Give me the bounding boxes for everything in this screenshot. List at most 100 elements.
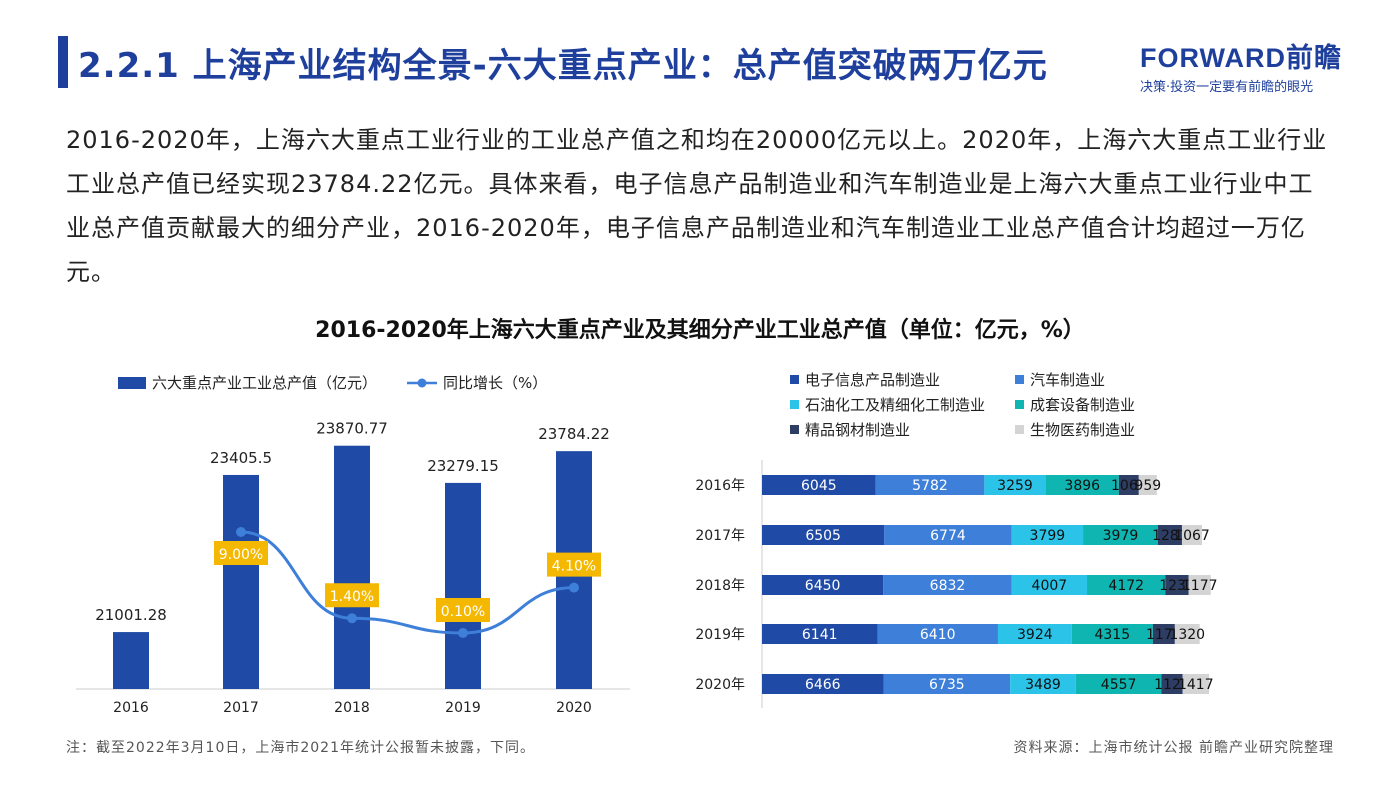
legend-item-0: 电子信息产品制造业 [790, 369, 1015, 390]
intro-paragraph: 2016-2020年，上海六大重点工业行业的工业总产值之和均在20000亿元以上… [66, 126, 1328, 286]
segment-value-label: 6774 [930, 528, 966, 544]
segment-value-label: 1120 [1154, 677, 1190, 693]
stack-segment [762, 674, 884, 694]
stack-segment [762, 575, 884, 595]
legend-label: 生物医药制造业 [1030, 421, 1136, 439]
legend-swatch [790, 425, 799, 434]
stack-segment [997, 624, 1072, 644]
stack-segment [1011, 575, 1088, 595]
legend-label-total: 六大重点产业工业总产值（亿元） [152, 374, 378, 392]
segment-value-label: 3489 [1025, 677, 1061, 693]
growth-point [347, 613, 357, 624]
legend-item-total: 六大重点产业工业总产值（亿元） [118, 372, 377, 393]
y-tick-label: 2017年 [695, 528, 745, 544]
segment-value-label: 6045 [801, 478, 837, 494]
segment-value-label: 5782 [912, 478, 948, 494]
legend-item-2: 石油化工及精细化工制造业 [790, 394, 1015, 415]
segment-value-label: 959 [1134, 478, 1161, 494]
y-tick-label: 2019年 [695, 627, 745, 643]
stack-segment [883, 575, 1012, 595]
legend-swatch [790, 375, 799, 384]
segment-value-label: 4172 [1108, 578, 1144, 594]
segment-value-label: 6466 [805, 677, 841, 693]
stack-segment [1118, 475, 1139, 495]
growth-value-label: 0.10% [441, 604, 485, 620]
segment-value-label: 3799 [1030, 528, 1066, 544]
legend-swatch [1015, 400, 1024, 409]
segment-value-label: 6450 [805, 578, 841, 594]
stack-segment [1138, 475, 1157, 495]
stack-segment [875, 475, 985, 495]
legend-line-swatch [407, 378, 438, 387]
stack-segment [1010, 674, 1076, 694]
bar-total [113, 632, 149, 689]
segment-value-label: 1170 [1146, 627, 1182, 643]
stack-segment [1087, 575, 1166, 595]
legend-label: 汽车制造业 [1030, 371, 1106, 389]
segment-value-label: 4315 [1094, 627, 1130, 643]
bar-value-label: 21001.28 [95, 606, 167, 624]
stack-segment [1161, 674, 1183, 694]
bar-value-label: 23784.22 [538, 425, 610, 443]
stack-segment [762, 624, 878, 644]
legend-item-1: 汽车制造业 [1015, 369, 1170, 390]
logo-slogan: 决策·投资一定要有前瞻的眼光 [1140, 80, 1314, 95]
growth-label-box [214, 541, 268, 565]
y-tick-label: 2018年 [695, 578, 745, 594]
stack-segment [1188, 575, 1211, 595]
x-tick-label: 2017 [223, 700, 259, 716]
logo-wordmark: FORWARD前瞻 [1140, 43, 1342, 73]
growth-value-label: 4.10% [552, 559, 596, 575]
bar-total [334, 445, 370, 689]
stack-segment [1071, 624, 1153, 644]
legend-swatch [1015, 375, 1024, 384]
growth-label-box [436, 598, 490, 622]
growth-value-label: 9.00% [219, 547, 263, 563]
growth-point [236, 527, 246, 537]
y-tick-label: 2016年 [695, 478, 745, 494]
bar-chart-legend: 六大重点产业工业总产值（亿元） 同比增长（%） [118, 372, 547, 393]
stack-segment [1152, 624, 1175, 644]
stack-segment [1075, 674, 1162, 694]
segment-value-label: 6410 [920, 627, 956, 643]
y-tick-label: 2020年 [695, 677, 745, 693]
segment-value-label: 6505 [805, 528, 841, 544]
segment-value-label: 4007 [1032, 578, 1068, 594]
chart-title: 2016-2020年上海六大重点产业及其细分产业工业总产值（单位：亿元，%） [315, 318, 1085, 343]
stack-segment [762, 525, 885, 545]
growth-value-label: 1.40% [330, 589, 374, 605]
legend-swatch [790, 400, 799, 409]
legend-item-5: 生物医药制造业 [1015, 419, 1170, 440]
title-accent-bar [58, 36, 68, 88]
page-title: 2.2.1 上海产业结构全景-六大重点产业：总产值突破两万亿元 [78, 46, 1048, 86]
bar-total [445, 482, 481, 689]
x-tick-label: 2019 [445, 700, 481, 716]
bar-value-label: 23870.77 [316, 420, 388, 438]
bar-total [223, 474, 259, 689]
stack-segment [1083, 525, 1158, 545]
x-tick-label: 2016 [113, 700, 149, 716]
segment-value-label: 3979 [1103, 528, 1139, 544]
legend-bar-swatch [118, 376, 146, 389]
legend-swatch [1015, 425, 1024, 434]
segment-value-label: 1060 [1111, 478, 1147, 494]
source-note: 资料来源：上海市统计公报 前瞻产业研究院整理 [1013, 740, 1334, 756]
bar-value-label: 23405.5 [210, 449, 272, 467]
segment-value-label: 6832 [930, 578, 966, 594]
legend-label: 精品钢材制造业 [805, 421, 911, 439]
x-tick-label: 2020 [556, 700, 592, 716]
segment-value-label: 1320 [1169, 627, 1205, 643]
stack-segment [1165, 575, 1189, 595]
growth-point [458, 628, 468, 638]
brand-logo: FORWARD前瞻 决策·投资一定要有前瞻的眼光 [1140, 36, 1342, 95]
stacked-chart-legend: 电子信息产品制造业 汽车制造业 石油化工及精细化工制造业 成套设备制造业精品钢材制造业… [790, 369, 1170, 440]
footnote: 注：截至2022年3月10日，上海市2021年统计公报暂未披露，下同。 [66, 740, 535, 756]
growth-line [240, 530, 575, 635]
segment-value-label: 6141 [802, 627, 838, 643]
legend-label: 成套设备制造业 [1030, 396, 1136, 414]
stack-segment [1157, 525, 1182, 545]
stack-segment [762, 475, 876, 495]
stack-segment [884, 525, 1012, 545]
stack-segment [877, 624, 998, 644]
